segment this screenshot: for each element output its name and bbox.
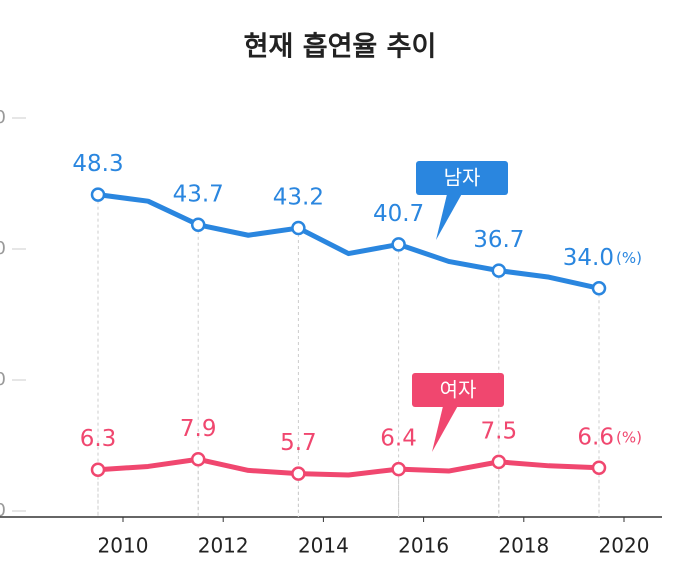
unit-label: (%) (616, 428, 642, 446)
chart-title: 현재 흡연율 추이 (244, 32, 437, 63)
data-label: 43.7 (173, 181, 224, 207)
point (391, 461, 406, 477)
x-tick-label: 2016 (398, 534, 449, 558)
series-line (97, 192, 600, 291)
data-label: 48.3 (72, 151, 123, 177)
point (190, 217, 206, 233)
data-label: 36.7 (473, 227, 524, 253)
data-label: 6.3 (80, 426, 117, 452)
unit-label: (%) (616, 249, 642, 267)
data-label: 6.4 (380, 426, 417, 452)
legend-label: 여자 (440, 378, 477, 402)
point (90, 462, 106, 477)
x-tick-label: 2018 (498, 534, 549, 558)
legend-box (416, 161, 508, 195)
legend-pointer (432, 402, 460, 452)
point (491, 454, 507, 470)
y-tick-label: 20 (0, 369, 6, 390)
legend-label: 남자 (444, 166, 481, 190)
data-label: 7.5 (481, 418, 518, 444)
legend-box (412, 373, 504, 407)
data-label: 34.0 (563, 245, 614, 271)
data-label: 43.2 (273, 185, 324, 211)
point (591, 460, 607, 476)
legend-pointer (436, 190, 464, 240)
data-label: 7.9 (180, 416, 217, 442)
point (291, 220, 306, 236)
point (190, 452, 206, 467)
x-tick-label: 2014 (298, 534, 349, 558)
data-label: 6.6 (577, 424, 614, 450)
point (391, 237, 406, 252)
y-tick-label: 0 (0, 500, 6, 521)
y-tick-label: 40 (0, 238, 6, 259)
series-line (97, 456, 600, 478)
x-tick-label: 2012 (198, 534, 249, 558)
data-label: 40.7 (373, 201, 424, 227)
y-tick-label: 60 (0, 107, 6, 128)
point (491, 263, 507, 278)
x-tick-label: 2020 (599, 534, 650, 558)
x-tick-label: 2010 (98, 534, 149, 558)
point (591, 281, 607, 296)
data-label: 5.7 (280, 430, 317, 456)
point (291, 466, 306, 481)
point (90, 187, 106, 202)
